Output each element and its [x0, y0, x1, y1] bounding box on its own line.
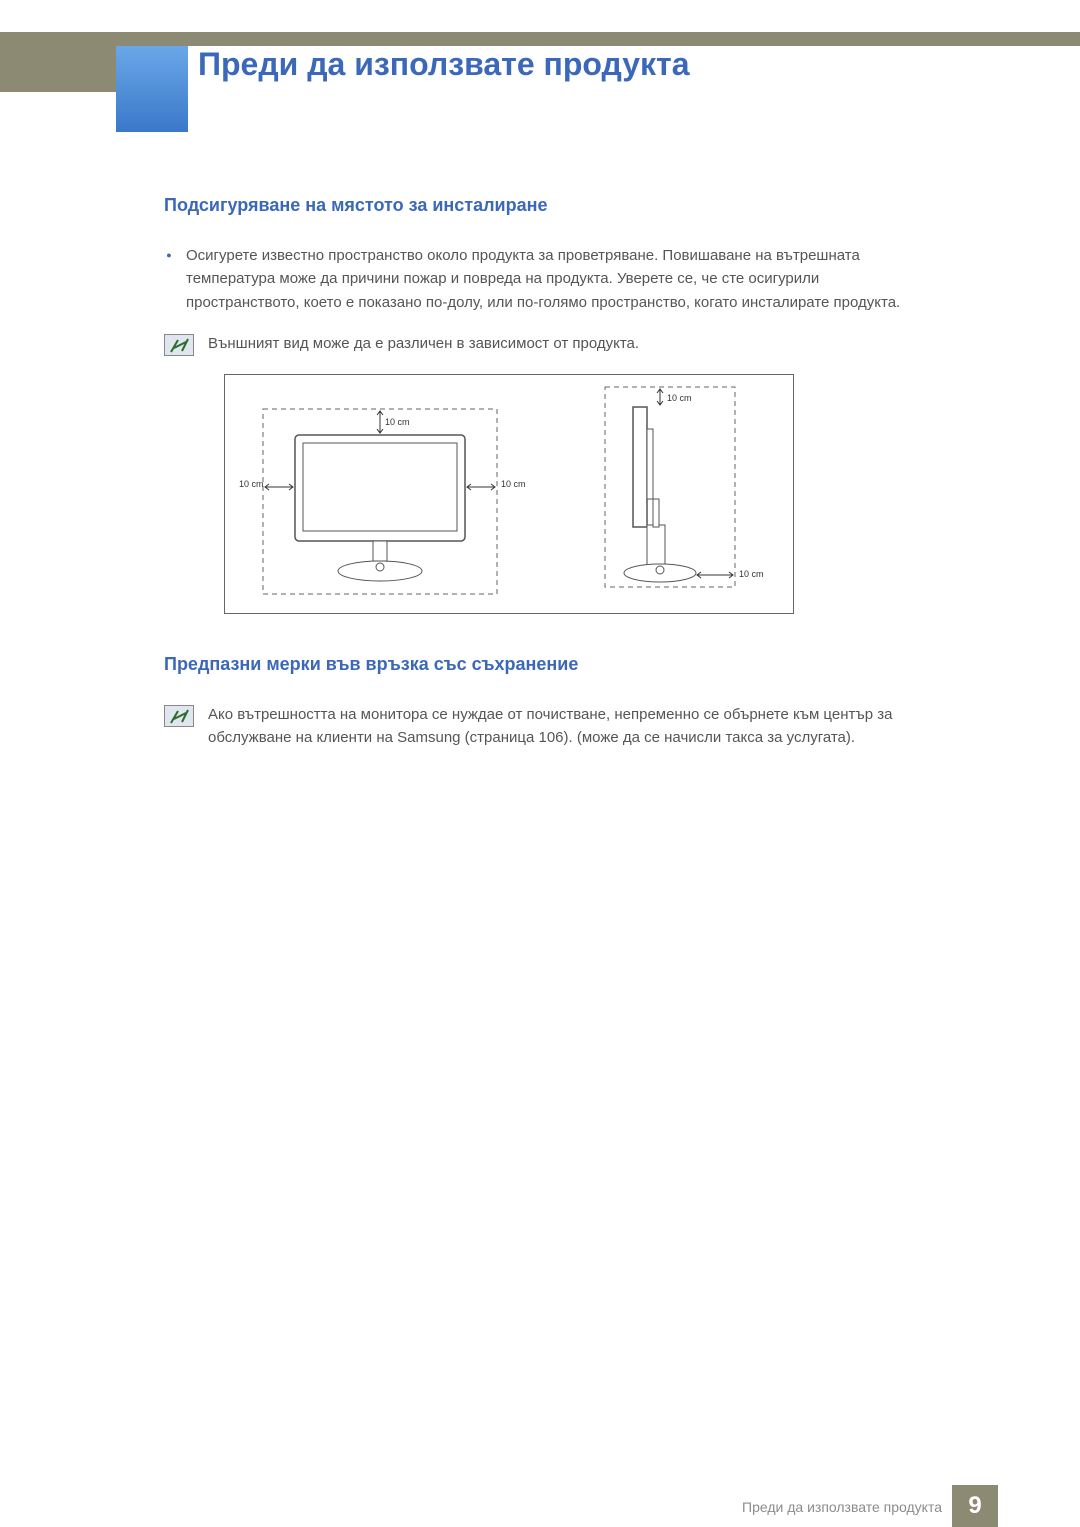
note-text-storage: Ако вътрешността на монитора се нуждае о… — [208, 703, 924, 750]
section-heading-installation: Подсигуряване на мястото за инсталиране — [164, 195, 924, 216]
note-row-storage: Ако вътрешността на монитора се нуждае о… — [164, 703, 924, 750]
dim-label-left: 10 cm — [239, 479, 264, 489]
footer: Преди да използвате продукта 9 — [0, 1485, 1080, 1527]
note-row: Външният вид може да е различен в зависи… — [164, 332, 924, 356]
note-icon — [164, 705, 194, 727]
section-heading-storage: Предпазни мерки във връзка със съхранени… — [164, 654, 924, 675]
note-text: Външният вид може да е различен в зависи… — [208, 332, 639, 355]
bullet-dot-icon: ● — [164, 244, 174, 314]
dim-label-top-right: 10 cm — [667, 393, 692, 403]
bullet-text: Осигурете известно пространство около пр… — [186, 244, 924, 314]
page-title: Преди да използвате продукта — [198, 46, 690, 83]
content-area: Подсигуряване на мястото за инсталиране … — [164, 195, 924, 767]
chapter-tab — [116, 46, 188, 132]
dim-label-top: 10 cm — [385, 417, 410, 427]
dim-label-right-inner: 10 cm — [501, 479, 526, 489]
dim-label-bottom-right: 10 cm — [739, 569, 764, 579]
bullet-item: ● Осигурете известно пространство около … — [164, 244, 924, 314]
page-number: 9 — [952, 1485, 998, 1527]
note-icon — [164, 334, 194, 356]
clearance-diagram: 10 cm 10 cm 10 cm 10 cm 10 cm — [224, 374, 794, 614]
footer-text: Преди да използвате продукта — [742, 1499, 942, 1515]
